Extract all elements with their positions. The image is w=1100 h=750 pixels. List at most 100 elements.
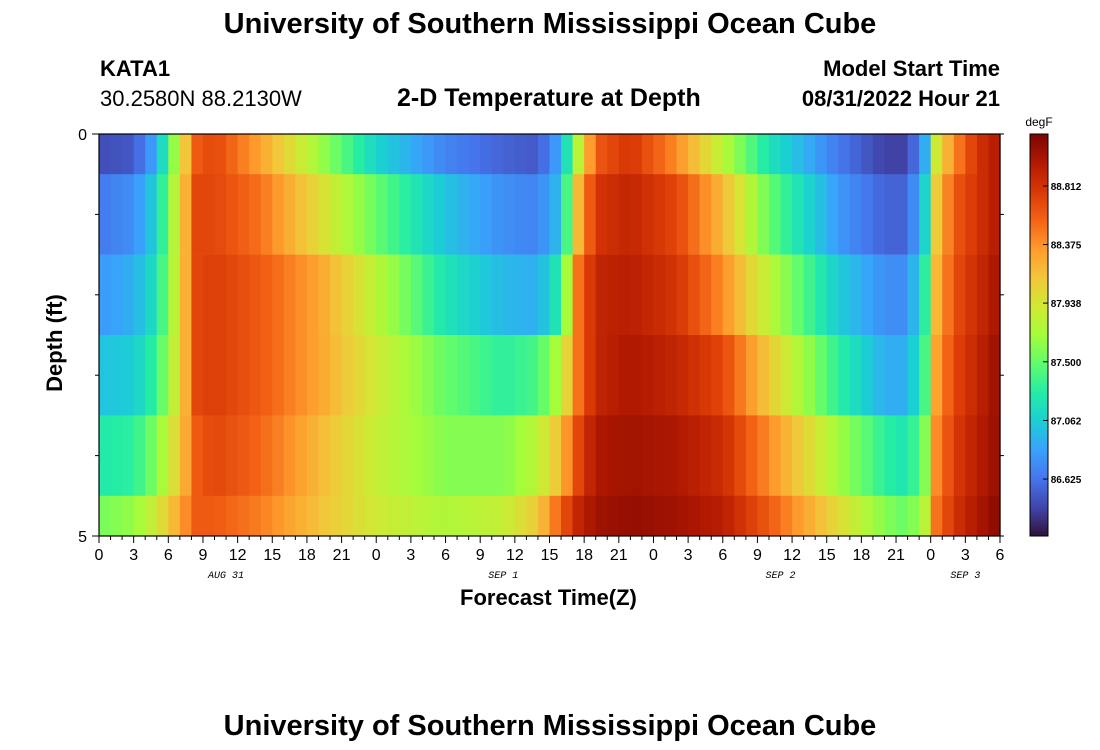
heatmap-cell bbox=[930, 254, 943, 336]
heatmap-cell bbox=[156, 495, 169, 537]
heatmap-cell bbox=[99, 254, 112, 336]
heatmap-cell bbox=[191, 134, 204, 175]
heatmap-cell bbox=[514, 495, 527, 537]
heatmap-cell bbox=[457, 174, 470, 255]
heatmap-cell bbox=[572, 254, 585, 336]
heatmap-cell bbox=[110, 254, 123, 336]
heatmap-cell bbox=[226, 495, 239, 537]
heatmap-cell bbox=[595, 134, 608, 175]
heatmap-cell bbox=[665, 415, 678, 497]
heatmap-cell bbox=[965, 134, 978, 175]
heatmap-cell bbox=[826, 174, 839, 255]
heatmap-cell bbox=[665, 254, 678, 336]
station-id: KATA1 bbox=[100, 56, 171, 81]
heatmap-cell bbox=[364, 134, 377, 175]
heatmap-cell bbox=[330, 174, 343, 255]
heatmap-cell bbox=[768, 174, 782, 255]
heatmap-cell bbox=[457, 335, 470, 416]
heatmap-cell bbox=[745, 254, 759, 336]
heatmap-cell bbox=[330, 134, 343, 175]
heatmap-cell bbox=[179, 415, 193, 497]
x-tick-label: 0 bbox=[372, 547, 381, 564]
heatmap-cell bbox=[711, 254, 724, 336]
heatmap-cell bbox=[480, 495, 493, 537]
heatmap-cell bbox=[641, 134, 655, 175]
heatmap-cell bbox=[457, 415, 470, 497]
heatmap-cell bbox=[503, 495, 516, 537]
heatmap-cell bbox=[745, 174, 759, 255]
heatmap-cell bbox=[676, 335, 689, 416]
heatmap-cell bbox=[849, 495, 862, 537]
heatmap-cell bbox=[468, 335, 481, 416]
heatmap-cell bbox=[803, 335, 816, 416]
heatmap-cell bbox=[537, 415, 551, 497]
heatmap-cell bbox=[376, 254, 389, 336]
heatmap-cell bbox=[99, 134, 112, 175]
heatmap-cell bbox=[953, 134, 966, 175]
heatmap-cells bbox=[99, 134, 1001, 537]
heatmap-cell bbox=[549, 254, 562, 336]
heatmap-cell bbox=[283, 134, 296, 175]
heatmap-cell bbox=[514, 174, 527, 255]
heatmap-cell bbox=[942, 335, 955, 416]
heatmap-cell bbox=[468, 174, 481, 255]
heatmap-cell bbox=[399, 254, 412, 336]
heatmap-cell bbox=[191, 174, 204, 255]
heatmap-cell bbox=[930, 495, 943, 537]
heatmap-cell bbox=[838, 174, 851, 255]
heatmap-cell bbox=[503, 174, 516, 255]
heatmap-cell bbox=[168, 335, 181, 416]
heatmap-cell bbox=[826, 335, 839, 416]
heatmap-cell bbox=[595, 415, 608, 497]
heatmap-cell bbox=[618, 335, 631, 416]
heatmap-cell bbox=[630, 415, 643, 497]
heatmap-cell bbox=[387, 335, 400, 416]
heatmap-cell bbox=[942, 415, 955, 497]
x-tick-label: 0 bbox=[926, 547, 935, 564]
heatmap-cell bbox=[503, 254, 516, 336]
heatmap-cell bbox=[445, 254, 458, 336]
heatmap-cell bbox=[202, 254, 216, 336]
heatmap-cell bbox=[306, 174, 320, 255]
heatmap-cell bbox=[260, 174, 273, 255]
heatmap-cell bbox=[584, 415, 597, 497]
heatmap-cell bbox=[537, 174, 551, 255]
heatmap-cell bbox=[630, 254, 643, 336]
heatmap-cell bbox=[387, 174, 400, 255]
x-tick-label: 18 bbox=[298, 547, 316, 564]
heatmap-cell bbox=[549, 495, 562, 537]
x-tick-label: 21 bbox=[333, 547, 351, 564]
heatmap-cell bbox=[514, 254, 527, 336]
heatmap-cell bbox=[214, 174, 227, 255]
heatmap-cell bbox=[745, 134, 759, 175]
heatmap-cell bbox=[168, 134, 181, 175]
heatmap-cell bbox=[410, 415, 424, 497]
heatmap-cell bbox=[226, 415, 239, 497]
heatmap-cell bbox=[699, 254, 712, 336]
heatmap-cell bbox=[653, 335, 666, 416]
heatmap-cell bbox=[237, 134, 250, 175]
heatmap-cell bbox=[734, 134, 747, 175]
heatmap-cell bbox=[503, 134, 516, 175]
heatmap-cell bbox=[399, 415, 412, 497]
heatmap-cell bbox=[976, 254, 990, 336]
heatmap-cell bbox=[618, 254, 631, 336]
heatmap-cell bbox=[260, 254, 273, 336]
heatmap-cell bbox=[526, 495, 539, 537]
heatmap-cell bbox=[953, 335, 966, 416]
heatmap-cell bbox=[480, 134, 493, 175]
heatmap-cell bbox=[260, 134, 273, 175]
heatmap-cell bbox=[849, 174, 862, 255]
heatmap-cell bbox=[110, 335, 123, 416]
heatmap-cell bbox=[584, 495, 597, 537]
heatmap-cell bbox=[896, 495, 909, 537]
heatmap-cell bbox=[803, 254, 816, 336]
heatmap-cell bbox=[526, 254, 539, 336]
heatmap-cell bbox=[318, 254, 331, 336]
heatmap-cell bbox=[537, 254, 551, 336]
heatmap-cell bbox=[653, 134, 666, 175]
heatmap-cell bbox=[641, 335, 655, 416]
heatmap-cell bbox=[988, 134, 1001, 175]
colorbar-gradient bbox=[1029, 133, 1049, 537]
